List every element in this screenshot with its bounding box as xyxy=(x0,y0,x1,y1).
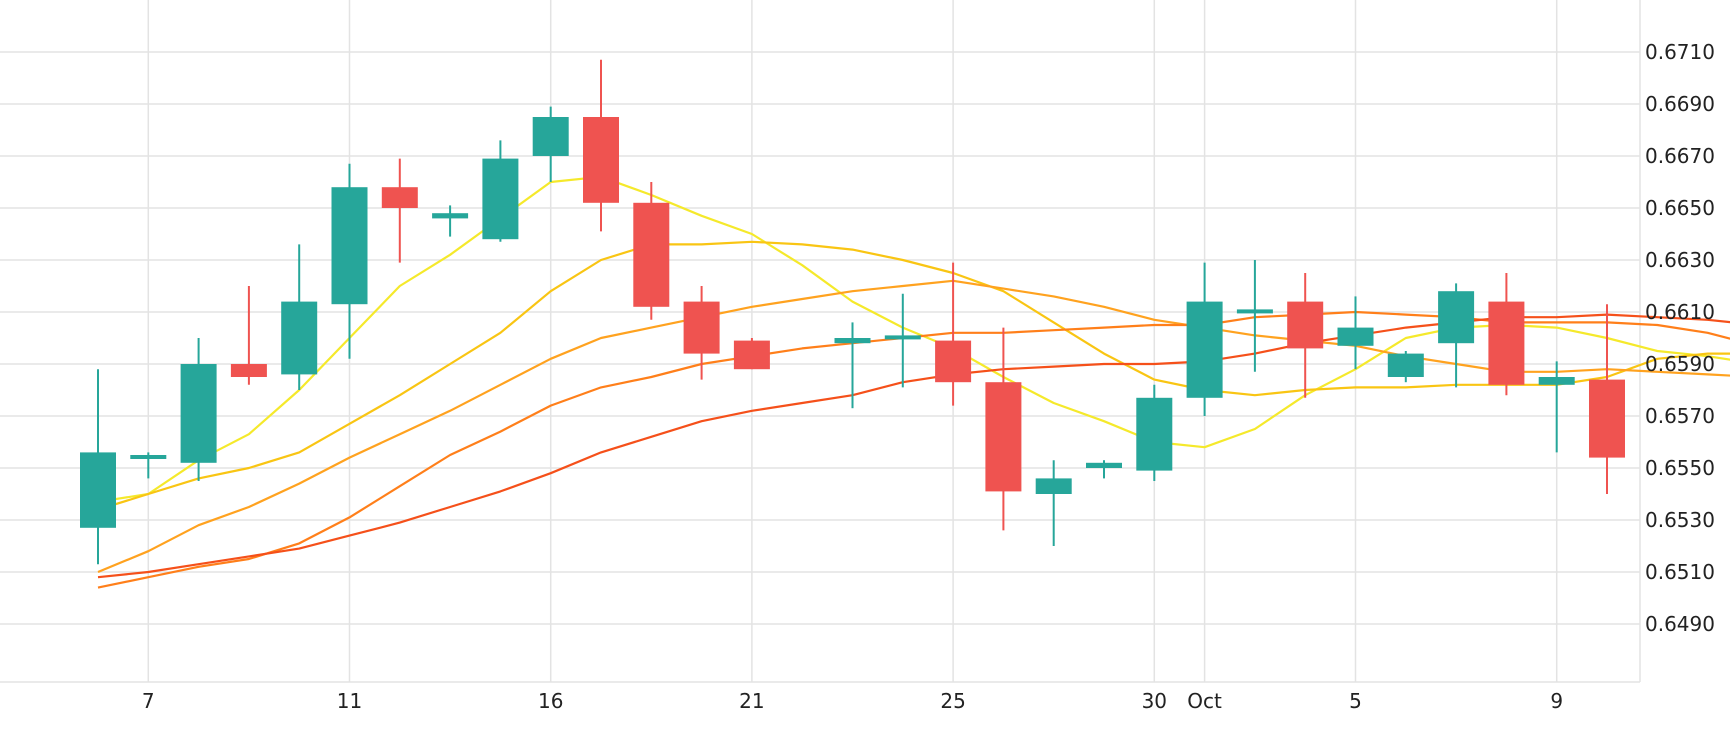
y-tick-label: 0.6530 xyxy=(1645,508,1715,532)
moving-average-line-1 xyxy=(97,175,1730,503)
candle xyxy=(834,322,871,409)
candle-body xyxy=(1337,327,1374,346)
candle xyxy=(331,163,368,359)
y-axis: 0.6710 0.6690 0.6670 0.6650 0.6630 0.6610 0.65… xyxy=(1645,40,1715,636)
y-tick-label: 0.6510 xyxy=(1645,560,1715,584)
candle xyxy=(935,262,972,406)
candle-body xyxy=(935,340,972,383)
x-axis: 7 11 16 21 25 30 Oct 5 9 xyxy=(142,689,1563,713)
x-tick-label: 21 xyxy=(739,689,764,713)
candle xyxy=(1589,304,1625,494)
candle xyxy=(583,59,619,232)
candle xyxy=(1086,460,1122,479)
candle-body xyxy=(1236,309,1273,314)
candle-body xyxy=(683,301,720,354)
candle xyxy=(130,452,167,479)
candle-body xyxy=(381,187,418,208)
candle-body xyxy=(532,117,569,156)
candle-body xyxy=(1136,397,1173,471)
candle xyxy=(80,369,116,565)
candle xyxy=(482,140,519,242)
candle xyxy=(381,158,418,263)
candle-body xyxy=(482,158,519,240)
candle-body xyxy=(432,213,469,219)
candle xyxy=(683,286,720,380)
y-tick-label: 0.6590 xyxy=(1645,352,1715,376)
x-tick-label: 25 xyxy=(940,689,965,713)
moving-average-line-3 xyxy=(97,279,1730,574)
candle xyxy=(230,286,267,385)
candle xyxy=(180,338,217,481)
candle-body xyxy=(1387,353,1424,377)
candle xyxy=(1538,361,1575,453)
candle xyxy=(884,293,921,388)
candle-body xyxy=(1538,377,1575,385)
candle-body xyxy=(1086,462,1122,468)
candle-body xyxy=(1488,301,1525,385)
grid xyxy=(0,0,1641,683)
candle-body xyxy=(985,382,1022,492)
candle xyxy=(432,205,469,237)
moving-average-line-2 xyxy=(97,240,1730,511)
candle-body xyxy=(834,338,871,344)
moving-average-line-5 xyxy=(97,313,1730,579)
y-tick-label: 0.6670 xyxy=(1645,144,1715,168)
candle xyxy=(532,106,569,182)
candle xyxy=(281,244,318,390)
candle-body xyxy=(281,301,318,375)
y-tick-label: 0.6690 xyxy=(1645,92,1715,116)
candle-body xyxy=(130,455,167,459)
candle xyxy=(1287,273,1324,398)
candle xyxy=(633,182,670,320)
candle-body xyxy=(230,364,267,377)
x-tick-label: 16 xyxy=(538,689,563,713)
candle xyxy=(1136,384,1173,481)
candle-body xyxy=(80,452,116,528)
x-tick-label: 7 xyxy=(142,689,155,713)
candle xyxy=(1035,460,1072,546)
moving-average-lines xyxy=(97,175,1730,589)
candle-body xyxy=(180,364,217,463)
y-tick-label: 0.6650 xyxy=(1645,196,1715,220)
candle-body xyxy=(1035,478,1072,494)
candle xyxy=(733,338,770,370)
candle xyxy=(1186,262,1223,416)
y-tick-label: 0.6710 xyxy=(1645,40,1715,64)
y-tick-label: 0.6610 xyxy=(1645,300,1715,324)
candle xyxy=(1488,273,1525,396)
candle xyxy=(1337,296,1374,370)
candle-body xyxy=(1287,301,1324,349)
x-tick-label: 5 xyxy=(1349,689,1362,713)
candle xyxy=(1236,260,1273,372)
candle-body xyxy=(583,117,619,203)
x-tick-label: 30 xyxy=(1142,689,1167,713)
candle xyxy=(985,327,1022,531)
y-tick-label: 0.6550 xyxy=(1645,456,1715,480)
candle-body xyxy=(331,187,368,305)
candle-body xyxy=(1438,291,1475,344)
candle-body xyxy=(633,202,670,307)
candle-body xyxy=(884,335,921,340)
candles xyxy=(80,59,1625,565)
candle xyxy=(1387,351,1424,383)
candle-body xyxy=(733,340,770,370)
candle-body xyxy=(1186,301,1223,398)
moving-average-line-4 xyxy=(97,310,1730,589)
candle-body xyxy=(1589,379,1625,458)
x-tick-label: Oct xyxy=(1187,689,1222,713)
y-tick-label: 0.6570 xyxy=(1645,404,1715,428)
candle xyxy=(1438,283,1475,388)
y-tick-label: 0.6630 xyxy=(1645,248,1715,272)
y-tick-label: 0.6490 xyxy=(1645,612,1715,636)
x-tick-label: 11 xyxy=(337,689,362,713)
x-tick-label: 9 xyxy=(1550,689,1563,713)
